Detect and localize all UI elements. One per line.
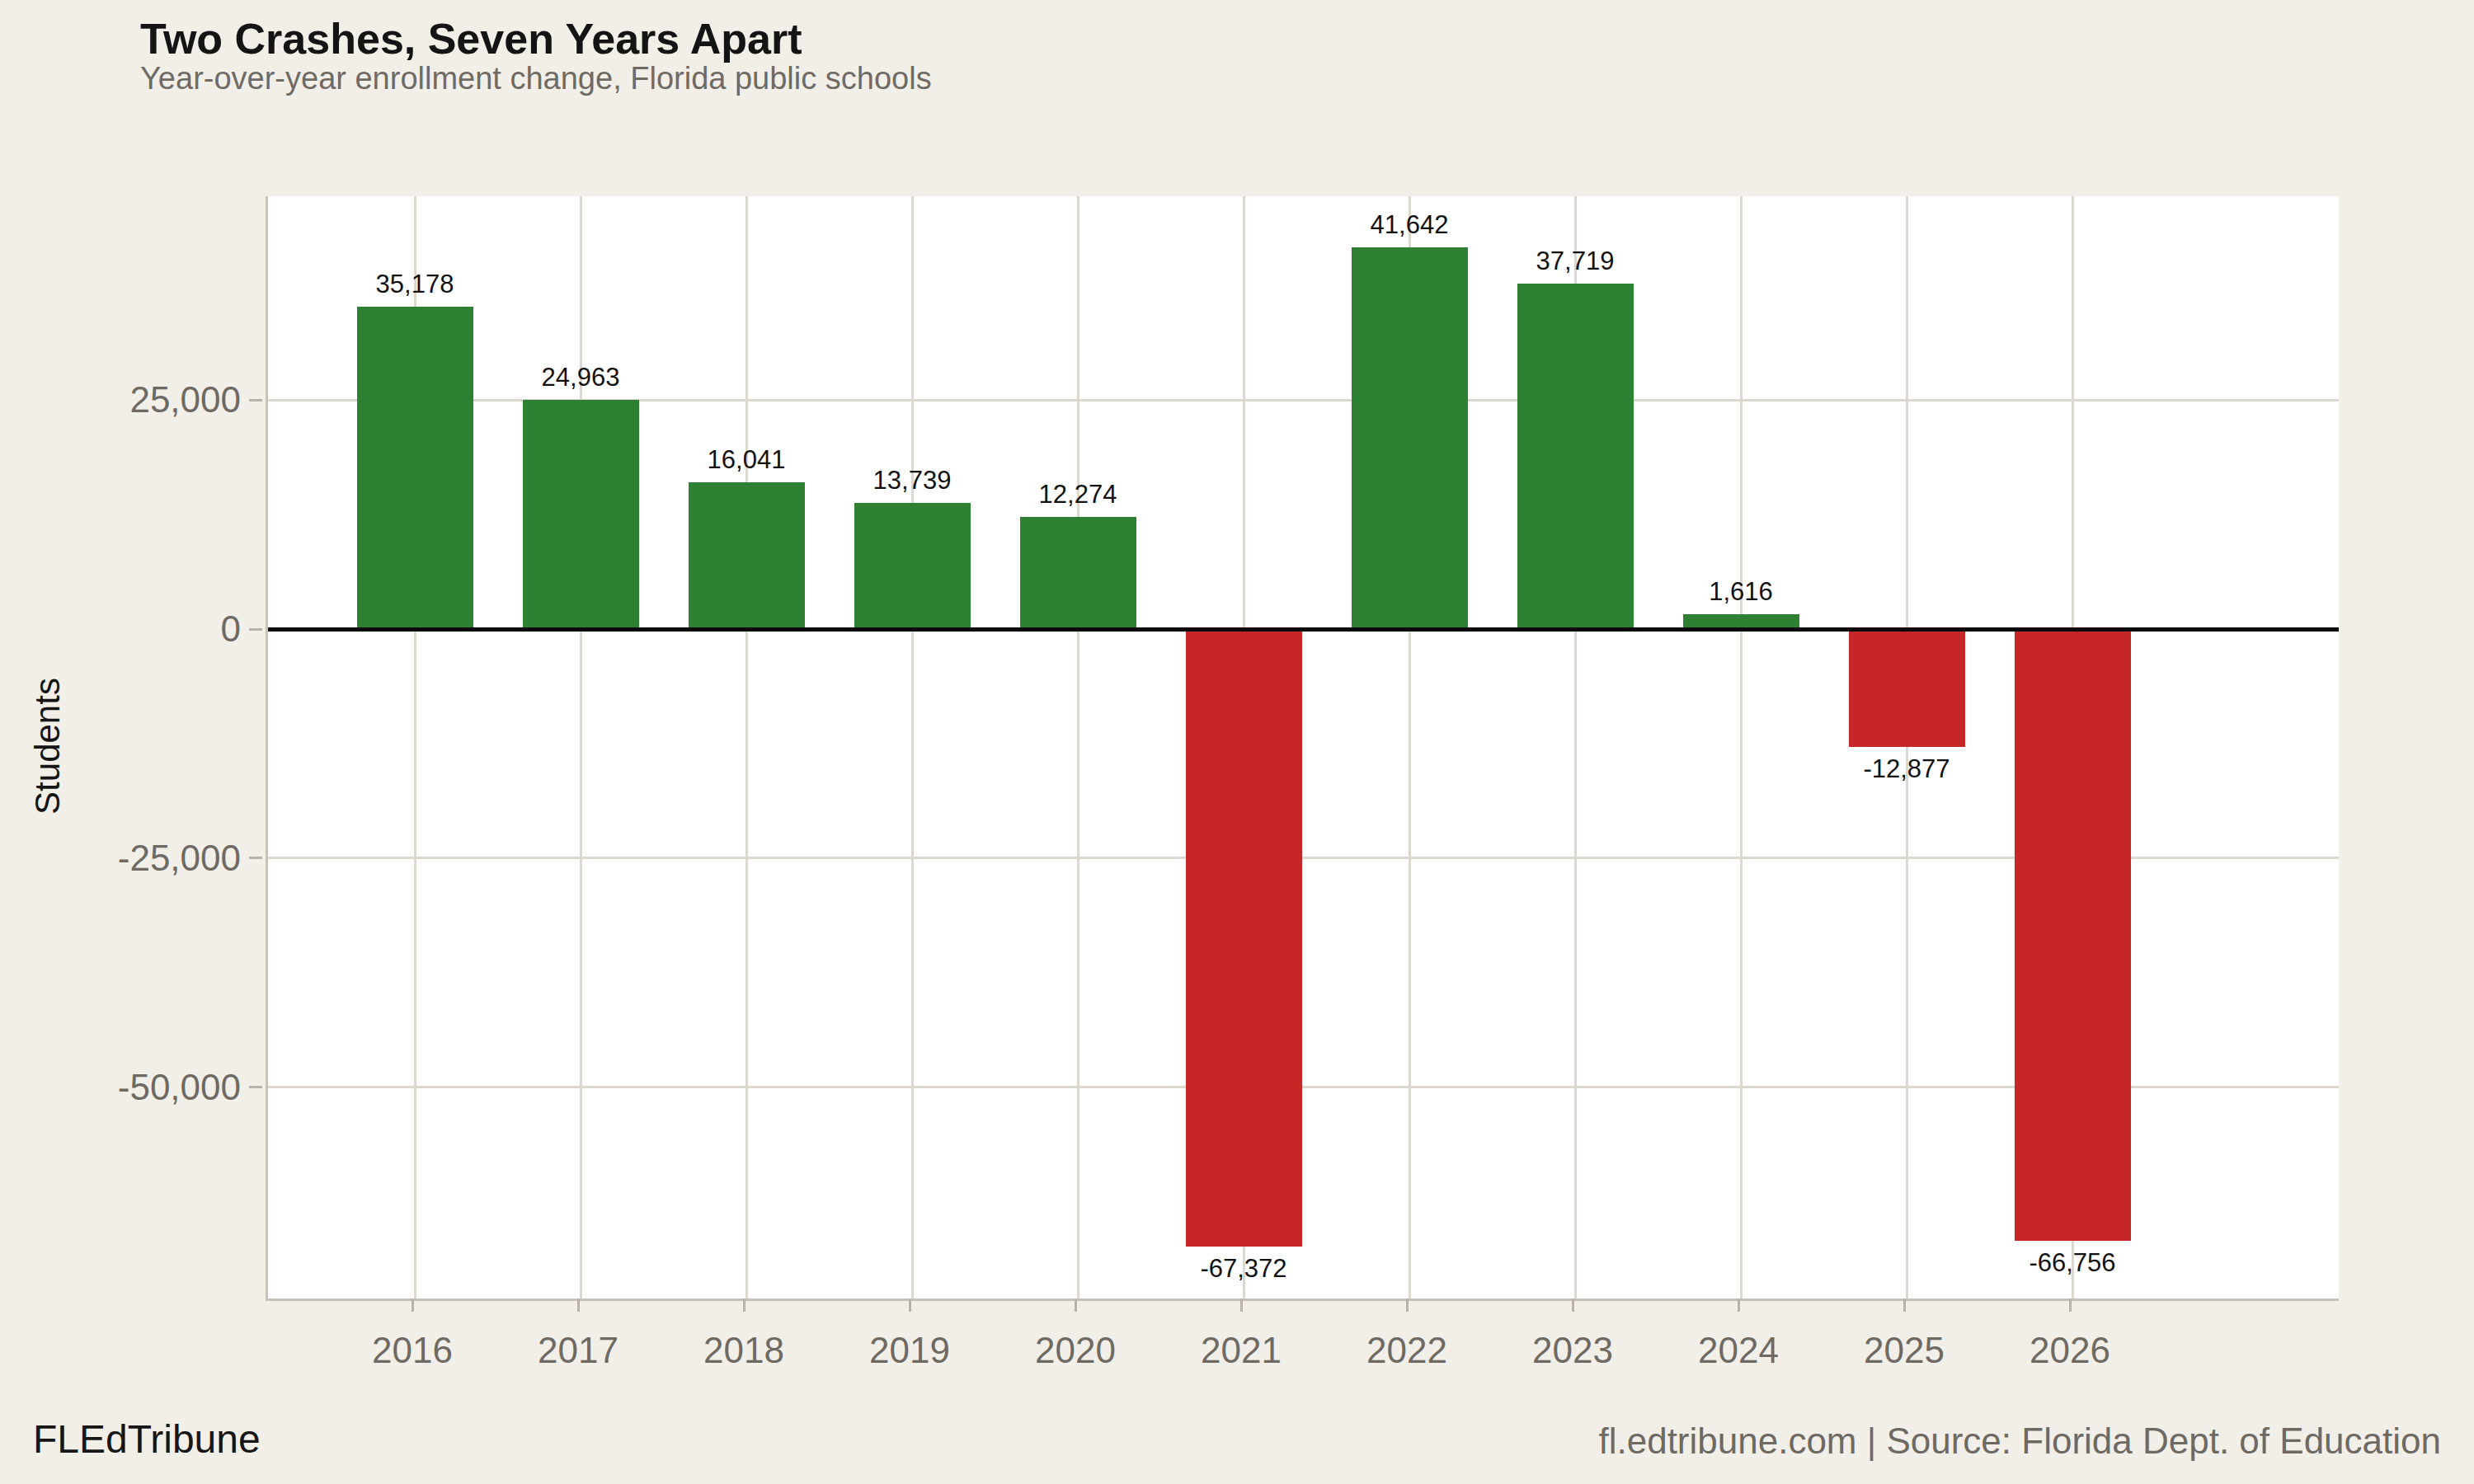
y-axis-title: Students [28, 678, 68, 815]
value-label-2017: 24,963 [542, 364, 620, 392]
x-tick-label-2025: 2025 [1864, 1329, 1945, 1372]
y-tick-label-25000: 25,000 [0, 378, 241, 421]
value-label-2022: 41,642 [1371, 211, 1449, 239]
value-label-2020: 12,274 [1039, 481, 1117, 509]
bar-2016 [357, 307, 473, 629]
x-tick-label-2017: 2017 [538, 1329, 618, 1372]
value-label-2024: 1,616 [1709, 578, 1773, 606]
gridline-vertical-2025 [1906, 196, 1908, 1298]
value-label-2026: -66,756 [2029, 1249, 2115, 1277]
y-tick--50000 [249, 1086, 262, 1088]
bar-2020 [1020, 517, 1136, 629]
plot-area: 35,178 24,963 16,041 13,739 12,274 -67,372 41,… [266, 196, 2339, 1301]
gridline-vertical-2017 [580, 196, 582, 1298]
x-tick-label-2020: 2020 [1035, 1329, 1116, 1372]
x-tick-2021 [1240, 1298, 1243, 1312]
x-tick-label-2023: 2023 [1532, 1329, 1613, 1372]
gridline-vertical-2018 [745, 196, 748, 1298]
y-tick-25000 [249, 399, 262, 402]
x-tick-label-2024: 2024 [1698, 1329, 1779, 1372]
bar-2023 [1517, 284, 1634, 629]
chart-subtitle: Year-over-year enrollment change, Florid… [140, 59, 932, 97]
bar-2017 [523, 400, 639, 629]
x-tick-2017 [577, 1298, 580, 1312]
zero-baseline [268, 627, 2339, 632]
bar-2025 [1849, 629, 1965, 747]
x-tick-label-2022: 2022 [1366, 1329, 1447, 1372]
x-tick-label-2016: 2016 [372, 1329, 453, 1372]
y-tick-label-0: 0 [0, 608, 241, 650]
bar-2018 [689, 482, 805, 629]
x-tick-2023 [1572, 1298, 1574, 1312]
x-tick-label-2019: 2019 [869, 1329, 950, 1372]
bar-2021 [1186, 629, 1302, 1247]
x-tick-label-2021: 2021 [1201, 1329, 1282, 1372]
value-label-2018: 16,041 [708, 446, 786, 474]
value-label-2016: 35,178 [376, 270, 454, 298]
x-tick-label-2026: 2026 [2030, 1329, 2110, 1372]
gridline-vertical-2019 [911, 196, 914, 1298]
x-tick-2026 [2069, 1298, 2072, 1312]
bar-2019 [854, 503, 971, 629]
chart-title: Two Crashes, Seven Years Apart [140, 15, 802, 63]
value-label-2019: 13,739 [873, 467, 952, 495]
y-tick--25000 [249, 857, 262, 859]
x-tick-2016 [412, 1298, 414, 1312]
value-label-2023: 37,719 [1536, 247, 1615, 275]
gridline-vertical-2020 [1077, 196, 1079, 1298]
y-tick-label--50000: -50,000 [0, 1066, 241, 1109]
brand-logo-text: FLEdTribune [33, 1416, 261, 1463]
x-tick-2024 [1738, 1298, 1740, 1312]
value-label-2021: -67,372 [1200, 1255, 1286, 1283]
y-tick-label--25000: -25,000 [0, 837, 241, 880]
x-tick-2020 [1075, 1298, 1077, 1312]
enrollment-bar-chart-figure: Two Crashes, Seven Years Apart Year-over… [0, 0, 2474, 1484]
bar-2022 [1352, 247, 1468, 629]
gridline-vertical-2024 [1740, 196, 1743, 1298]
source-attribution: fl.edtribune.com | Source: Florida Dept.… [1598, 1420, 2441, 1463]
value-label-2025: -12,877 [1863, 755, 1950, 783]
y-tick-0 [249, 628, 262, 631]
x-tick-2025 [1903, 1298, 1906, 1312]
x-tick-2019 [909, 1298, 911, 1312]
x-tick-2022 [1406, 1298, 1409, 1312]
bar-2026 [2015, 629, 2131, 1241]
x-tick-2018 [743, 1298, 745, 1312]
x-tick-label-2018: 2018 [703, 1329, 784, 1372]
